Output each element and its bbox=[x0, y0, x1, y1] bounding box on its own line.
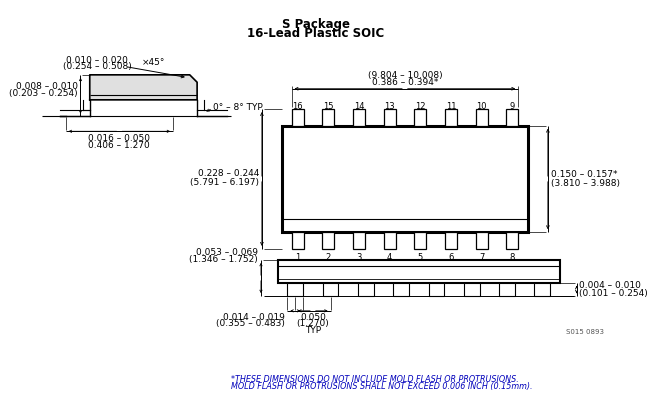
Text: 11: 11 bbox=[445, 102, 456, 111]
Text: 0.228 – 0.244: 0.228 – 0.244 bbox=[198, 169, 259, 178]
Text: 6: 6 bbox=[448, 253, 454, 261]
Text: 7: 7 bbox=[479, 253, 485, 261]
Bar bbox=[358, 283, 374, 296]
Bar bbox=[428, 283, 444, 296]
Text: (9.804 – 10.008): (9.804 – 10.008) bbox=[368, 71, 442, 80]
Text: 0.014 – 0.019: 0.014 – 0.019 bbox=[223, 313, 285, 322]
Bar bbox=[414, 109, 426, 126]
Bar bbox=[323, 283, 338, 296]
Text: 1: 1 bbox=[295, 253, 300, 261]
Bar bbox=[414, 232, 426, 249]
Bar bbox=[353, 232, 365, 249]
Bar bbox=[278, 260, 560, 283]
Text: 0.386 – 0.394*: 0.386 – 0.394* bbox=[372, 78, 438, 87]
Bar bbox=[475, 232, 488, 249]
Text: TYP: TYP bbox=[305, 326, 321, 335]
Bar bbox=[534, 283, 550, 296]
Bar bbox=[393, 283, 409, 296]
Text: 0.016 – 0.050: 0.016 – 0.050 bbox=[88, 134, 150, 143]
Bar bbox=[445, 109, 457, 126]
Text: 0.010 – 0.020: 0.010 – 0.020 bbox=[66, 56, 128, 65]
Text: 0.050: 0.050 bbox=[300, 313, 326, 322]
Bar bbox=[464, 283, 479, 296]
Text: (0.101 – 0.254): (0.101 – 0.254) bbox=[579, 289, 648, 298]
Text: 15: 15 bbox=[323, 102, 334, 111]
Text: 3: 3 bbox=[357, 253, 362, 261]
Polygon shape bbox=[89, 75, 197, 100]
Text: 0.053 – 0.069: 0.053 – 0.069 bbox=[196, 248, 258, 257]
Text: 2: 2 bbox=[326, 253, 331, 261]
Text: (1.270): (1.270) bbox=[296, 319, 329, 328]
Text: 0.004 – 0.010: 0.004 – 0.010 bbox=[579, 281, 641, 290]
Text: 13: 13 bbox=[384, 102, 395, 111]
Text: 0° – 8° TYP: 0° – 8° TYP bbox=[213, 103, 263, 112]
Text: 14: 14 bbox=[354, 102, 364, 111]
Text: *THESE DIMENSIONS DO NOT INCLUDE MOLD FLASH OR PROTRUSIONS.: *THESE DIMENSIONS DO NOT INCLUDE MOLD FL… bbox=[231, 375, 519, 384]
Bar bbox=[506, 232, 518, 249]
Text: ×45°: ×45° bbox=[142, 58, 165, 67]
Text: 16-Lead Plastic SOIC: 16-Lead Plastic SOIC bbox=[247, 27, 384, 40]
Text: 9: 9 bbox=[509, 102, 515, 111]
Text: (0.355 – 0.483): (0.355 – 0.483) bbox=[215, 319, 285, 328]
Text: S Package: S Package bbox=[281, 18, 349, 31]
Text: 16: 16 bbox=[293, 102, 303, 111]
Bar bbox=[499, 283, 515, 296]
Text: (1.346 – 1.752): (1.346 – 1.752) bbox=[189, 254, 258, 264]
Bar bbox=[322, 232, 334, 249]
Bar bbox=[506, 109, 518, 126]
Text: 0.406 – 1.270: 0.406 – 1.270 bbox=[89, 140, 150, 150]
Text: (0.203 – 0.254): (0.203 – 0.254) bbox=[9, 89, 78, 98]
Bar bbox=[353, 109, 365, 126]
Text: S015 0893: S015 0893 bbox=[566, 329, 604, 335]
Text: (5.791 – 6.197): (5.791 – 6.197) bbox=[190, 178, 259, 187]
Text: MOLD FLASH OR PROTRUSIONS SHALL NOT EXCEED 0.006 INCH (0.15mm).: MOLD FLASH OR PROTRUSIONS SHALL NOT EXCE… bbox=[231, 382, 533, 391]
Text: 10: 10 bbox=[476, 102, 486, 111]
Bar bbox=[282, 126, 528, 232]
Bar bbox=[475, 109, 488, 126]
Text: 0.150 – 0.157*: 0.150 – 0.157* bbox=[550, 170, 617, 179]
Bar bbox=[287, 283, 303, 296]
Bar bbox=[322, 109, 334, 126]
Bar bbox=[445, 232, 457, 249]
Bar bbox=[292, 232, 304, 249]
Bar bbox=[383, 232, 396, 249]
Text: 4: 4 bbox=[387, 253, 392, 261]
Text: (0.254 – 0.508): (0.254 – 0.508) bbox=[63, 62, 131, 71]
Text: (3.810 – 3.988): (3.810 – 3.988) bbox=[550, 179, 620, 188]
Bar bbox=[292, 109, 304, 126]
Text: 5: 5 bbox=[418, 253, 423, 261]
Text: 12: 12 bbox=[415, 102, 426, 111]
Text: 8: 8 bbox=[509, 253, 515, 261]
Text: 0.008 – 0.010: 0.008 – 0.010 bbox=[16, 83, 78, 91]
Bar bbox=[383, 109, 396, 126]
